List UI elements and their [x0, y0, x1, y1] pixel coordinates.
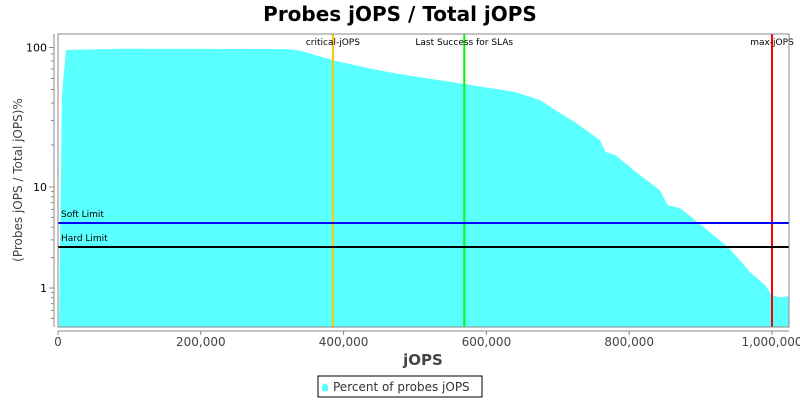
- x-tick-label: 0: [54, 335, 62, 349]
- legend-box: [317, 375, 483, 398]
- x-tick-label: 200,000: [176, 335, 226, 349]
- series-area-percent-of-probes: [58, 48, 790, 327]
- marker-label: max-jOPS: [750, 38, 794, 48]
- legend: Percent of probes jOPS: [317, 375, 483, 398]
- x-tick-label: 800,000: [604, 335, 654, 349]
- y-axis-label: (Probes jOPS / Total jOPS)%: [11, 98, 25, 262]
- marker-label: critical-jOPS: [306, 38, 360, 48]
- marker-label: Last Success for SLAs: [415, 38, 513, 48]
- y-tick-label: 100: [26, 42, 47, 55]
- legend-label: Percent of probes jOPS: [333, 380, 470, 394]
- x-tick-label: 400,000: [319, 335, 369, 349]
- y-tick-label: 1: [40, 282, 47, 295]
- plot-border: [57, 33, 790, 328]
- chart-title: Probes jOPS / Total jOPS: [263, 2, 537, 26]
- plot-area: critical-jOPS Last Success for SLAs max-jO…: [26, 33, 800, 349]
- y-tick-label: 10: [33, 181, 47, 194]
- limit-label: Hard Limit: [61, 234, 108, 244]
- x-axis-label: jOPS: [402, 351, 443, 369]
- legend-swatch-icon: [322, 383, 328, 391]
- x-tick-label: 1,000,000: [741, 335, 800, 349]
- x-tick-label: 600,000: [462, 335, 512, 349]
- limit-label: Soft Limit: [61, 210, 104, 220]
